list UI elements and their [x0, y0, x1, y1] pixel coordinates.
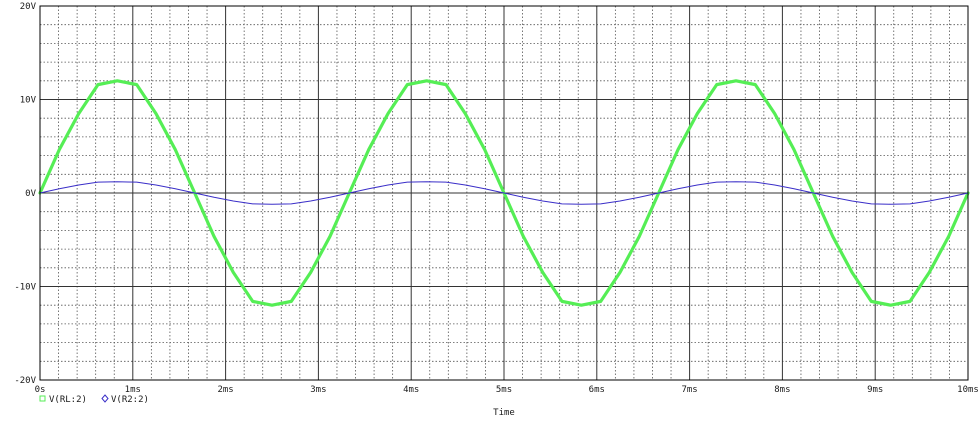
x-tick-label: 8ms [774, 385, 790, 395]
x-tick-label: 3ms [310, 385, 326, 395]
legend-marker-diamond-icon [101, 394, 109, 403]
x-tick-label: 1ms [125, 385, 141, 395]
x-tick-label: 10ms [957, 385, 979, 395]
x-tick-label: 6ms [589, 385, 605, 395]
y-tick-label: 0V [25, 189, 36, 199]
x-tick-label: 5ms [496, 385, 512, 395]
y-tick-label: 20V [20, 2, 37, 12]
y-tick-labels: 20V 10V 0V -10V -20V [14, 2, 36, 386]
legend-marker-square-icon [39, 395, 46, 402]
x-tick-label: 9ms [867, 385, 883, 395]
series-line-v-r22 [39, 181, 969, 205]
y-tick-label: 10V [20, 96, 37, 106]
series-layer [38, 79, 970, 307]
y-tick-label: -20V [14, 376, 36, 386]
y-tick-label: -10V [14, 283, 36, 293]
plot-frame [39, 5, 969, 381]
x-axis-label: Time [493, 408, 515, 418]
legend-label: V(R2:2) [111, 395, 149, 405]
legend: V(RL:2) V(R2:2) [39, 394, 149, 405]
x-tick-label: 7ms [681, 385, 697, 395]
legend-label: V(RL:2) [49, 395, 87, 405]
x-tick-label: 0s [35, 385, 46, 395]
x-tick-labels: 0s 1ms 2ms 3ms 4ms 5ms 6ms 7ms 8ms 9ms 10ms [35, 385, 979, 395]
x-tick-label: 2ms [217, 385, 233, 395]
x-tick-label: 4ms [403, 385, 419, 395]
